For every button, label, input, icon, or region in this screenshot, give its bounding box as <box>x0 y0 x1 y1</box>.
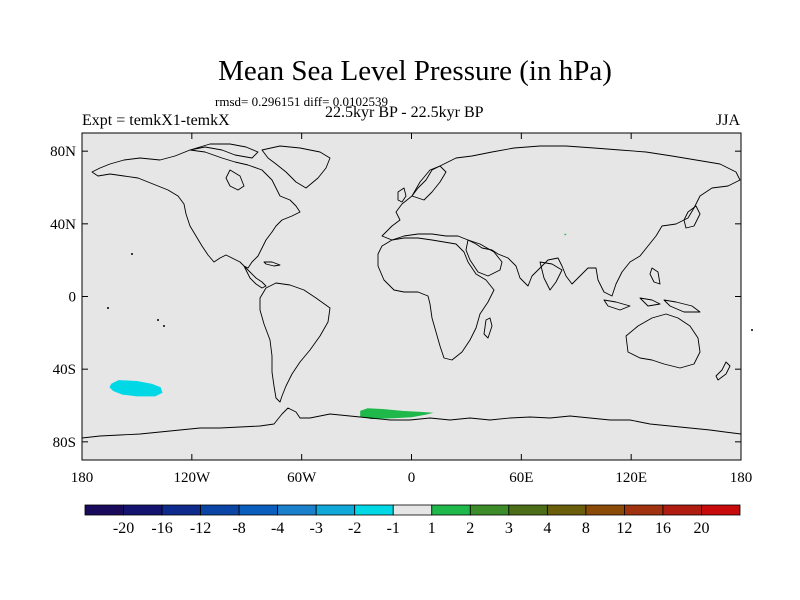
chart-title: Mean Sea Level Pressure (in hPa) <box>218 55 612 87</box>
colorbar-box <box>624 504 664 516</box>
colorbar-label: 12 <box>616 520 632 537</box>
period-subtitle: 22.5kyr BP - 22.5kyr BP <box>325 104 484 121</box>
coastline-hudson-bay <box>225 169 245 191</box>
colorbar-label: -8 <box>232 520 245 537</box>
latitude-axis: 80N 40N 0 40S 80S <box>50 144 741 451</box>
colorbar-box <box>701 504 741 516</box>
lon-tick-label: 0 <box>408 470 416 486</box>
coastline-india <box>539 261 563 291</box>
lon-tick-label: 120E <box>615 470 647 486</box>
lon-tick-label: 60E <box>509 470 533 486</box>
colorbar-label: 1 <box>428 520 436 537</box>
lon-tick-label: 120W <box>173 470 211 486</box>
colorbar-label: 3 <box>505 520 513 537</box>
statistics-line: rmsd= 0.296151 diff= 0.0102539 <box>215 94 388 109</box>
coastline-arabia <box>465 239 503 277</box>
colorbar-box <box>431 504 471 516</box>
colorbar-label: -1 <box>387 520 400 537</box>
colorbar-box <box>469 504 510 516</box>
island-dot <box>131 253 133 255</box>
coastline-eurasia <box>381 145 741 297</box>
colorbar-label: 2 <box>466 520 474 537</box>
colorbar-box <box>123 504 163 516</box>
coastline-south-america <box>259 282 331 403</box>
south-pacific-negative-anomaly <box>109 380 163 397</box>
coastline-greenland <box>261 145 331 189</box>
colorbar-box <box>508 504 548 516</box>
colorbar-label: 4 <box>543 520 551 537</box>
colorbar-box <box>84 504 124 516</box>
tibet-positive-anomaly <box>564 233 567 236</box>
season-label: JJA <box>716 112 741 129</box>
island-dot <box>751 329 753 331</box>
coastline-british-isles <box>397 187 407 203</box>
colorbar-label: -12 <box>190 520 211 537</box>
lat-tick-label: 0 <box>69 290 77 306</box>
lat-tick-label: 80N <box>50 144 76 160</box>
experiment-label: Expt = temkX1-temkX <box>82 112 230 129</box>
colorbar-box <box>354 504 394 516</box>
colorbar-box <box>315 504 356 516</box>
lat-tick-label: 40S <box>53 362 76 378</box>
colorbar-label: -2 <box>348 520 361 537</box>
lat-tick-label: 80S <box>53 435 76 451</box>
coastline-north-america <box>91 149 301 269</box>
coastline-scandinavia <box>411 165 447 201</box>
colorbar-boxes <box>84 504 741 516</box>
island-dot <box>157 319 159 321</box>
coastline-cuba <box>263 261 281 267</box>
island-dot <box>107 307 109 309</box>
longitude-axis: 180 120W 60W 0 60E 120E 180 <box>71 133 753 486</box>
coastline-central-america <box>243 265 267 289</box>
coastline-madagascar <box>483 317 493 339</box>
colorbar-label: -16 <box>151 520 172 537</box>
colorbar-box <box>161 504 201 516</box>
map-frame <box>81 132 742 461</box>
colorbar-box <box>546 504 587 516</box>
lat-tick-label: 40N <box>50 217 76 233</box>
pacific-islands <box>107 253 753 331</box>
colorbar-box <box>585 504 625 516</box>
southern-ocean-positive-anomaly <box>360 408 434 420</box>
colorbar-box <box>238 504 279 516</box>
colorbar-label: -20 <box>113 520 134 537</box>
colorbar-label: -3 <box>310 520 323 537</box>
coastline-australia <box>625 313 701 369</box>
colorbar-box <box>662 504 702 516</box>
colorbar-labels: -20 -16 -12 -8 -4 -3 -2 -1 1 2 3 4 8 12 16 20 <box>113 520 710 537</box>
coastline-philippines <box>649 267 661 285</box>
colorbar-box <box>277 504 317 516</box>
coastline-japan <box>683 205 701 229</box>
coastline-new-zealand <box>715 361 731 381</box>
coastline-africa <box>377 237 495 361</box>
colorbar-label: 16 <box>655 520 671 537</box>
island-dot <box>163 325 165 327</box>
coastline-antarctica <box>81 407 742 439</box>
colorbar-label: 8 <box>582 520 590 537</box>
colorbar-box <box>200 504 240 516</box>
coastline-arctic-islands <box>189 143 259 159</box>
colorbar-label: 20 <box>693 520 709 537</box>
anomaly-layer <box>109 233 567 420</box>
colorbar-box <box>392 504 433 516</box>
colorbar-label: -4 <box>271 520 284 537</box>
lon-tick-label: 180 <box>730 470 753 486</box>
lon-tick-label: 60W <box>287 470 317 486</box>
coastline-indonesia <box>603 297 701 313</box>
coastline-layer <box>81 143 753 439</box>
lon-tick-label: 180 <box>71 470 94 486</box>
